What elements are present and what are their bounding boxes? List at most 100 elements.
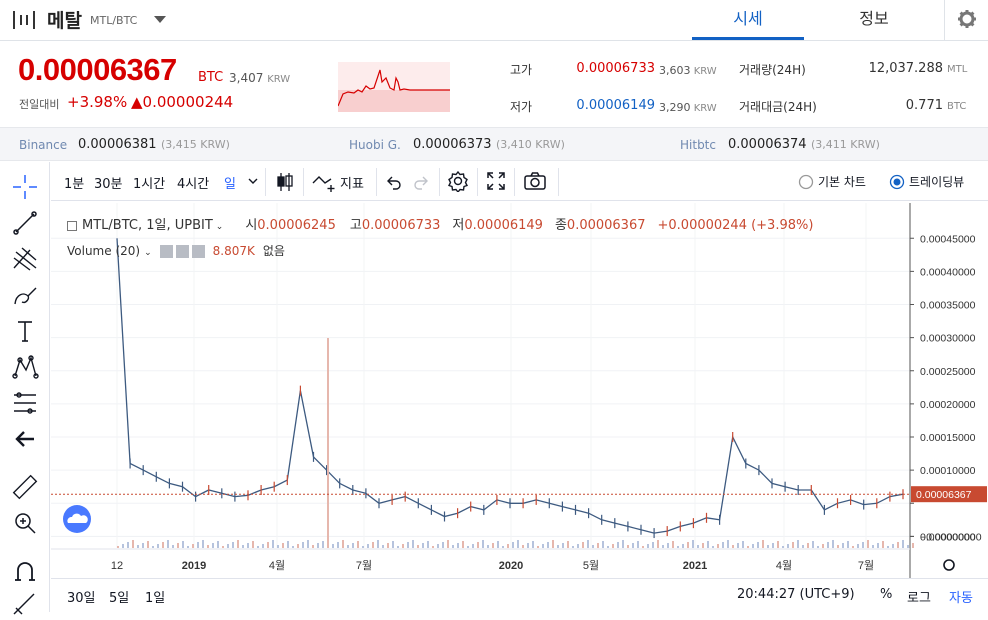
candle-type-icon[interactable] (274, 170, 296, 194)
open-value: 0.00006245 (257, 218, 336, 233)
range-5d[interactable]: 5일 (109, 591, 130, 606)
basic-chart-radio[interactable] (798, 174, 814, 190)
interval-4h[interactable]: 4시간 (177, 177, 210, 192)
volume-bar (527, 543, 529, 548)
trend-line-icon[interactable] (10, 208, 40, 238)
low-krw-value: 3,290 (659, 101, 691, 114)
lock-drawing-icon[interactable] (10, 590, 40, 620)
pattern-icon[interactable] (10, 352, 40, 382)
volume-bar (282, 543, 284, 548)
fib-icon[interactable] (10, 388, 40, 418)
collapse-icon[interactable] (67, 220, 77, 231)
volume-bar (267, 542, 269, 548)
magnet-icon[interactable] (10, 556, 40, 586)
clock[interactable]: 20:44:27 (UTC+9) (737, 587, 855, 602)
volume-value: 12,037.288 (868, 61, 943, 76)
y-tick-label: 0.00030000 (920, 333, 976, 345)
volume-bar (397, 546, 399, 548)
volume-bar (572, 546, 574, 548)
volume-bar (247, 543, 249, 548)
volume-bar (472, 544, 474, 548)
tradingview-radio[interactable] (889, 174, 905, 190)
interval-1m[interactable]: 1분 (64, 177, 85, 192)
gear-icon[interactable] (175, 245, 189, 258)
top-header: 메탈 MTL/BTC 시세 정보 (0, 0, 988, 41)
volume-bar (897, 542, 899, 548)
brush-icon[interactable] (10, 280, 40, 310)
exchange-krw: (3,415 KRW) (161, 138, 230, 151)
arrow-left-icon[interactable] (10, 424, 40, 454)
cloud-icon (67, 513, 88, 523)
gear-icon[interactable] (943, 559, 955, 571)
volume-bar (627, 545, 629, 548)
interval-30m[interactable]: 30분 (94, 177, 123, 192)
volume-bar (217, 541, 219, 548)
chevron-down-icon[interactable] (153, 15, 167, 25)
tradingview-label[interactable]: 트레이딩뷰 (909, 175, 965, 189)
tab-info[interactable]: 정보 (859, 9, 889, 28)
close-icon[interactable] (191, 245, 205, 258)
volume-bar (467, 546, 469, 548)
low-value: 0.00006149 (576, 98, 655, 113)
price-chart[interactable]: 0.00045000 0.00040000 0.00035000 0.00030000… (51, 203, 988, 578)
eye-icon[interactable] (159, 245, 173, 258)
percent-toggle[interactable]: % (880, 587, 893, 602)
volume-bar (502, 546, 504, 548)
divider (439, 168, 440, 196)
indicator-icon[interactable] (311, 171, 339, 193)
tab-price[interactable]: 시세 (692, 0, 804, 40)
volume-bar (857, 544, 859, 548)
volume-bar (692, 540, 694, 548)
volume-bar (807, 543, 809, 548)
redo-icon[interactable] (411, 172, 431, 192)
x-tick-label: 2019 (182, 560, 206, 572)
range-1d[interactable]: 1일 (145, 591, 166, 606)
volume-bar (587, 540, 589, 548)
volume-value: 8.807K (212, 244, 255, 258)
auto-toggle[interactable]: 자동 (949, 591, 973, 606)
volume-label[interactable]: Volume (20) (67, 244, 141, 258)
ruler-icon[interactable] (10, 472, 40, 502)
volume-bar (357, 541, 359, 548)
crosshair-icon[interactable] (10, 172, 40, 202)
exchange-price: 0.00006381 (78, 137, 157, 152)
chevron-down-icon[interactable]: ⌄ (215, 222, 224, 232)
interval-1h[interactable]: 1시간 (133, 177, 166, 192)
chevron-down-icon[interactable]: ⌄ (144, 248, 152, 258)
volume-bar (672, 541, 674, 548)
volume-bar (142, 543, 144, 548)
settings-icon[interactable] (447, 170, 469, 192)
close-label: 종 (554, 218, 567, 233)
current-price: 0.00006367 (18, 52, 177, 87)
text-icon[interactable] (10, 316, 40, 346)
divider (477, 168, 478, 196)
basic-chart-label[interactable]: 기본 차트 (818, 175, 866, 189)
pitchfork-icon[interactable] (10, 244, 40, 274)
volume-bar (632, 543, 634, 548)
undo-icon[interactable] (384, 172, 404, 192)
interval-1d[interactable]: 일 (224, 177, 236, 192)
volume-bar (582, 542, 584, 548)
volume-bar (347, 545, 349, 548)
camera-icon[interactable] (523, 171, 547, 191)
zoom-in-icon[interactable] (10, 508, 40, 538)
volume-bar (252, 541, 254, 548)
exchange-price: 0.00006374 (728, 137, 807, 152)
log-toggle[interactable]: 로그 (907, 591, 931, 606)
volume-bar (437, 544, 439, 548)
chevron-down-icon[interactable] (248, 177, 258, 185)
volume-bar (497, 541, 499, 548)
volume-bar (352, 543, 354, 548)
x-tick-label: 2021 (683, 560, 707, 572)
indicators-label[interactable]: 지표 (340, 177, 364, 192)
fullscreen-icon[interactable] (486, 171, 506, 191)
volume-bar (412, 540, 414, 548)
volume-bar (757, 542, 759, 548)
symbol-label[interactable]: MTL/BTC, 1일, UPBIT (82, 218, 213, 233)
gear-icon[interactable] (944, 0, 988, 40)
volume-bar (902, 540, 904, 548)
high-krw-unit: KRW (693, 66, 717, 77)
volume-bar (647, 544, 649, 548)
range-30d[interactable]: 30일 (67, 591, 96, 606)
volume-bar (662, 545, 664, 548)
